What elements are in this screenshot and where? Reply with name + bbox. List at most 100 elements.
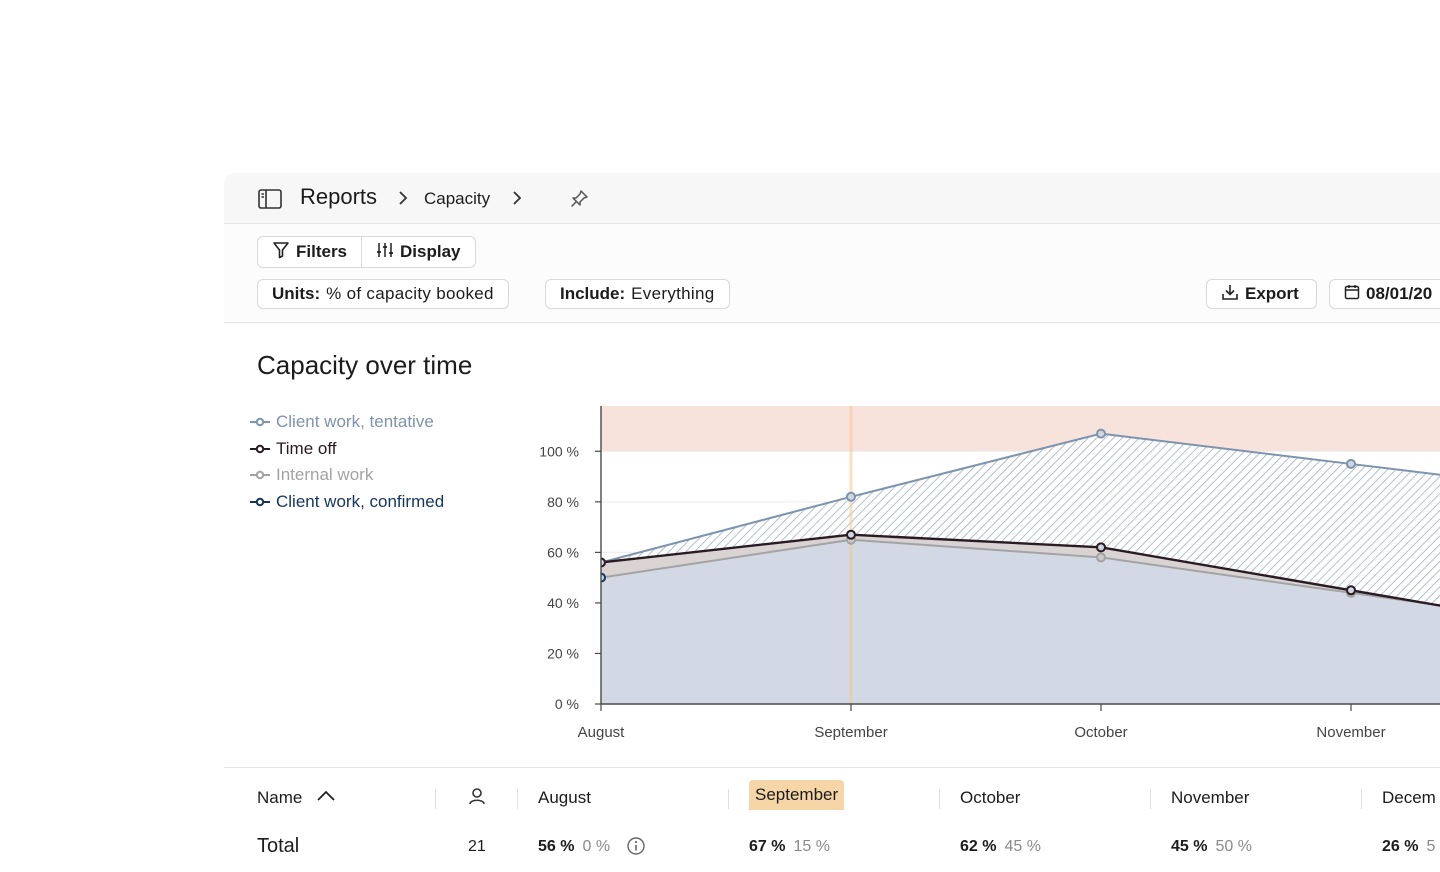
report-toolbar: Filters Display Units: % of ca xyxy=(224,224,1440,323)
total-people-count: 21 xyxy=(468,838,486,855)
capacity-report-app: Reports Capacity Filters xyxy=(224,173,1440,872)
total-cell-secondary: 45 % xyxy=(1004,838,1041,855)
total-cell-primary: 56 % xyxy=(538,838,575,855)
x-tick-label: October xyxy=(1074,724,1127,741)
month-header-december[interactable]: Decem xyxy=(1382,788,1436,807)
month-header-october[interactable]: October xyxy=(960,788,1021,807)
legend-client-tentative[interactable]: Client work, tentative xyxy=(250,409,444,436)
chart-legend: Client work, tentative Time off Internal w… xyxy=(250,409,444,515)
table-row[interactable]: Total 21 56 % 0 % 67 % 15 % 62 % 45 % 45 % 5… xyxy=(224,823,1440,872)
total-cell-primary: 45 % xyxy=(1171,838,1208,855)
column-divider xyxy=(1150,789,1151,809)
month-header-november[interactable]: November xyxy=(1171,788,1250,807)
legend-client-confirmed[interactable]: Client work, confirmed xyxy=(250,489,444,516)
legend-label: Client work, tentative xyxy=(276,412,434,432)
column-divider xyxy=(1361,789,1362,809)
table-header: Name August September October November D… xyxy=(224,767,1440,824)
legend-swatch-icon xyxy=(250,439,270,459)
legend-time-off[interactable]: Time off xyxy=(250,436,444,463)
pin-icon[interactable] xyxy=(568,188,590,210)
total-cell-october: 62 % 45 % xyxy=(960,838,1041,856)
units-value: % of capacity booked xyxy=(326,284,494,303)
person-icon[interactable] xyxy=(467,786,487,811)
column-divider xyxy=(435,789,436,809)
point-client-tentative xyxy=(1346,458,1356,469)
legend-swatch-icon xyxy=(250,412,270,432)
y-tick-label: 100 % xyxy=(539,443,579,459)
units-selector[interactable]: Units: % of capacity booked xyxy=(257,279,509,309)
total-cell-secondary: 15 % xyxy=(793,838,830,855)
include-selector[interactable]: Include: Everything xyxy=(545,279,730,309)
column-divider xyxy=(728,789,729,809)
chevron-right-icon[interactable] xyxy=(511,190,523,211)
chevron-right-icon xyxy=(397,190,409,211)
breadcrumb-reports[interactable]: Reports xyxy=(300,184,378,209)
display-button[interactable]: Display xyxy=(361,237,474,267)
plot-area xyxy=(601,406,1440,705)
legend-label: Client work, confirmed xyxy=(276,491,445,511)
total-cell-primary: 67 % xyxy=(749,838,786,855)
month-header-september[interactable]: September xyxy=(749,780,845,810)
units-key: Units: xyxy=(272,284,321,303)
capacity-chart: 0 % 20 % 40 % 60 % 80 % 100 % August September O… xyxy=(539,405,1440,741)
x-tick-label: November xyxy=(1316,724,1385,741)
column-divider xyxy=(517,789,518,809)
y-tick-label: 20 % xyxy=(547,645,579,661)
calendar-icon xyxy=(1344,284,1360,305)
total-row-label: Total xyxy=(257,835,300,857)
name-column-header[interactable]: Name xyxy=(257,788,303,807)
sliders-icon xyxy=(376,241,394,264)
filters-button[interactable]: Filters xyxy=(258,237,361,267)
point-time-off xyxy=(1096,542,1106,553)
point-time-off xyxy=(846,529,856,540)
sidebar-toggle-icon[interactable] xyxy=(256,186,284,212)
view-controls: Filters Display xyxy=(257,236,476,268)
month-header-august[interactable]: August xyxy=(538,788,591,807)
area-client-confirmed xyxy=(601,539,1440,704)
point-time-off xyxy=(601,557,606,568)
date-label: 08/01/20 xyxy=(1366,284,1433,303)
export-label: Export xyxy=(1245,284,1299,303)
total-cell-november: 45 % 50 % xyxy=(1171,838,1252,856)
month-header-september-label: September xyxy=(755,785,839,804)
y-tick-label: 80 % xyxy=(547,494,579,510)
total-cell-secondary: 5 xyxy=(1426,838,1436,855)
breadcrumb-capacity[interactable]: Capacity xyxy=(424,189,491,208)
point-internal-work xyxy=(1096,552,1106,563)
y-tick-label: 60 % xyxy=(547,544,579,560)
legend-internal-work[interactable]: Internal work xyxy=(250,462,444,489)
legend-label: Internal work xyxy=(276,465,374,485)
include-value: Everything xyxy=(631,284,715,303)
legend-swatch-icon xyxy=(250,492,270,512)
over-capacity-band xyxy=(601,406,1440,452)
total-cell-september: 67 % 15 % xyxy=(749,838,830,856)
include-key: Include: xyxy=(560,284,626,303)
top-bar: Reports Capacity xyxy=(224,173,1440,224)
info-icon[interactable] xyxy=(626,836,646,861)
column-divider xyxy=(939,789,940,809)
point-client-tentative xyxy=(1096,428,1106,439)
total-cell-secondary: 50 % xyxy=(1215,838,1252,855)
total-cell-december: 26 % 5 xyxy=(1382,838,1435,856)
filters-label: Filters xyxy=(296,242,348,261)
total-cell-primary: 26 % xyxy=(1382,838,1419,855)
x-tick-label: August xyxy=(578,724,626,741)
chart-title: Capacity over time xyxy=(257,350,473,380)
total-cell-august: 56 % 0 % xyxy=(538,838,610,856)
point-time-off xyxy=(1346,585,1356,596)
download-icon xyxy=(1221,283,1239,306)
display-label: Display xyxy=(400,242,461,261)
sort-ascending-icon[interactable] xyxy=(316,786,336,811)
area-client-tentative xyxy=(601,433,1440,606)
legend-label: Time off xyxy=(276,438,337,458)
area-time-off xyxy=(601,534,1440,606)
x-tick-label: September xyxy=(814,724,887,741)
filter-funnel-icon xyxy=(272,241,290,264)
export-button[interactable]: Export xyxy=(1206,279,1317,309)
total-cell-primary: 62 % xyxy=(960,838,997,855)
legend-swatch-icon xyxy=(250,465,270,485)
point-client-tentative xyxy=(846,491,856,502)
total-cell-secondary: 0 % xyxy=(582,838,611,855)
y-tick-label: 40 % xyxy=(547,595,579,611)
date-range-picker[interactable]: 08/01/20 xyxy=(1329,279,1440,309)
